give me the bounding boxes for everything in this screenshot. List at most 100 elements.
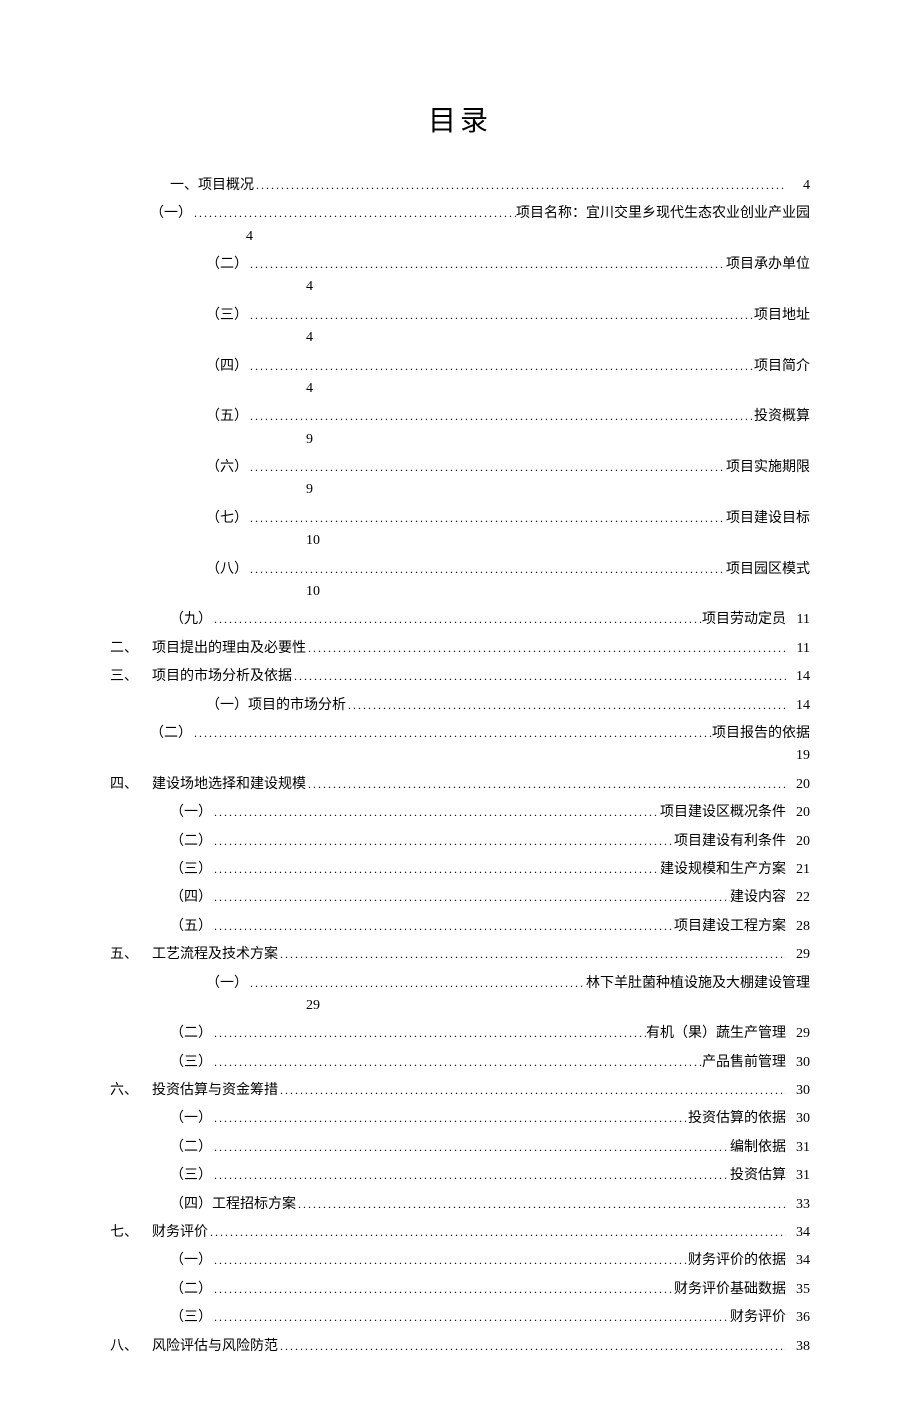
toc-line: （六） ....................................…: [206, 457, 810, 479]
toc-line: （三） ....................................…: [170, 859, 810, 881]
toc-line: （一） ....................................…: [150, 203, 810, 225]
toc-prefix: （三）: [170, 1165, 212, 1187]
toc-line: 六、投资估算与资金筹措 ............................…: [110, 1080, 810, 1102]
toc-page-number: 29: [206, 995, 810, 1017]
toc-line: 三、项目的市场分析及依据 ...........................…: [110, 666, 810, 688]
toc-suffix: 项目报告的依据: [712, 723, 810, 745]
toc-page-number: 14: [786, 666, 810, 688]
toc-entry: （三） ....................................…: [110, 859, 810, 881]
toc-suffix: 项目劳动定员: [702, 609, 786, 631]
toc-entry: （二） ....................................…: [110, 1023, 810, 1045]
toc-leader-dots: ........................................…: [212, 832, 674, 851]
toc-page-number: 38: [786, 1336, 810, 1358]
toc-line: 二、项目提出的理由及必要性 ..........................…: [110, 638, 810, 660]
toc-leader-dots: ........................................…: [248, 458, 726, 477]
toc-prefix: 五、工艺流程及技术方案: [110, 944, 278, 966]
toc-page-number: 31: [786, 1137, 810, 1159]
toc-prefix: （二）: [170, 831, 212, 853]
toc-leader-dots: ........................................…: [248, 974, 586, 993]
toc-page-number: 4: [150, 226, 810, 248]
toc-page-number: 9: [206, 479, 810, 501]
toc-leader-dots: ........................................…: [212, 1109, 688, 1128]
toc-leader-dots: ........................................…: [306, 639, 786, 658]
toc-leader-dots: ........................................…: [254, 176, 786, 195]
toc-line: 五、工艺流程及技术方案 ............................…: [110, 944, 810, 966]
toc-prefix: （一）: [170, 802, 212, 824]
toc-leader-dots: ........................................…: [212, 803, 660, 822]
toc-entry: （二） ....................................…: [110, 723, 810, 768]
toc-line: （三） ....................................…: [206, 305, 810, 327]
toc-page-number: 20: [786, 802, 810, 824]
toc-entry: 五、工艺流程及技术方案 ............................…: [110, 944, 810, 966]
toc-suffix: 项目地址: [754, 305, 810, 327]
toc-entry: 二、项目提出的理由及必要性 ..........................…: [110, 638, 810, 660]
toc-suffix: 财务评价基础数据: [674, 1279, 786, 1301]
toc-prefix: （二）: [150, 723, 192, 745]
toc-entry: （五） ....................................…: [110, 916, 810, 938]
toc-leader-dots: ........................................…: [278, 1081, 786, 1100]
toc-entry: （二） ....................................…: [110, 1279, 810, 1301]
toc-prefix: （三）: [170, 1307, 212, 1329]
toc-entry: （六） ....................................…: [110, 457, 810, 502]
toc-page-number: 4: [206, 378, 810, 400]
toc-entry: 四、建设场地选择和建设规模 ..........................…: [110, 774, 810, 796]
toc-prefix: 二、项目提出的理由及必要性: [110, 638, 306, 660]
toc-entry: （二） ....................................…: [110, 831, 810, 853]
toc-suffix: 建设内容: [730, 887, 786, 909]
toc-leader-dots: ........................................…: [306, 775, 786, 794]
toc-prefix: （四）工程招标方案: [170, 1194, 296, 1216]
toc-line: 一、项目概况 .................................…: [170, 175, 810, 197]
toc-page-number: 33: [786, 1194, 810, 1216]
toc-entry: （一） ....................................…: [110, 802, 810, 824]
toc-leader-dots: ........................................…: [192, 724, 712, 743]
toc-prefix: （一）: [150, 203, 192, 225]
toc-page-number: 29: [786, 1023, 810, 1045]
toc-entry: 七、财务评价 .................................…: [110, 1222, 810, 1244]
toc-entry: 八、风险评估与风险防范 ............................…: [110, 1336, 810, 1358]
toc-line: （二） ....................................…: [150, 723, 810, 745]
toc-title: 目录: [110, 100, 810, 145]
toc-entry: （九） ....................................…: [110, 609, 810, 631]
toc-line: （一） ....................................…: [170, 802, 810, 824]
toc-line: （八） ....................................…: [206, 559, 810, 581]
toc-entry: （七） ....................................…: [110, 508, 810, 553]
toc-entry: （三） ....................................…: [110, 1052, 810, 1074]
toc-line: （一） ....................................…: [170, 1108, 810, 1130]
toc-suffix: 财务评价: [730, 1307, 786, 1329]
toc-page-number: 11: [786, 609, 810, 631]
toc-container: 一、项目概况 .................................…: [110, 175, 810, 1358]
toc-prefix: （二）: [170, 1137, 212, 1159]
toc-entry: 六、投资估算与资金筹措 ............................…: [110, 1080, 810, 1102]
toc-prefix: 三、项目的市场分析及依据: [110, 666, 292, 688]
toc-entry: 一、项目概况 .................................…: [110, 175, 810, 197]
toc-suffix: 建设规模和生产方案: [660, 859, 786, 881]
toc-page-number: 29: [786, 944, 810, 966]
toc-prefix: （四）: [206, 356, 248, 378]
toc-suffix: 项目建设工程方案: [674, 916, 786, 938]
toc-line: （一）项目的市场分析 .............................…: [206, 695, 810, 717]
toc-leader-dots: ........................................…: [248, 306, 754, 325]
toc-leader-dots: ........................................…: [212, 917, 674, 936]
toc-suffix: 项目实施期限: [726, 457, 810, 479]
toc-suffix: 项目建设目标: [726, 508, 810, 530]
toc-entry: （八） ....................................…: [110, 559, 810, 604]
toc-entry: （一）项目的市场分析 .............................…: [110, 695, 810, 717]
toc-page-number: 30: [786, 1108, 810, 1130]
toc-leader-dots: ........................................…: [212, 1251, 688, 1270]
toc-entry: （四）工程招标方案 ..............................…: [110, 1194, 810, 1216]
toc-leader-dots: ........................................…: [212, 1280, 674, 1299]
toc-line: （二） ....................................…: [206, 254, 810, 276]
toc-prefix: （九）: [170, 609, 212, 631]
toc-entry: （一） ....................................…: [110, 1250, 810, 1272]
toc-entry: （三） ....................................…: [110, 1165, 810, 1187]
toc-leader-dots: ........................................…: [296, 1195, 786, 1214]
toc-leader-dots: ........................................…: [248, 357, 754, 376]
toc-line: （四） ....................................…: [206, 356, 810, 378]
toc-leader-dots: ........................................…: [212, 610, 702, 629]
toc-leader-dots: ........................................…: [278, 945, 786, 964]
toc-entry: 三、项目的市场分析及依据 ...........................…: [110, 666, 810, 688]
toc-prefix: （八）: [206, 559, 248, 581]
toc-leader-dots: ........................................…: [212, 1053, 702, 1072]
toc-leader-dots: ........................................…: [248, 255, 726, 274]
toc-leader-dots: ........................................…: [212, 1308, 730, 1327]
